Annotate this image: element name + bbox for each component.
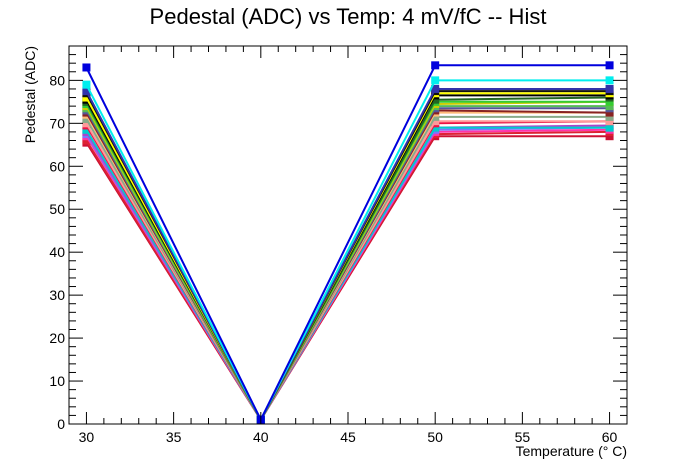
y-tick-label: 40: [49, 244, 65, 260]
data-point: [431, 61, 440, 70]
data-point: [605, 102, 614, 111]
x-axis-label: Temperature (° C): [516, 443, 627, 459]
y-tick-label: 30: [49, 287, 65, 303]
series-line: [85, 64, 610, 422]
x-tick-label: 50: [427, 429, 443, 445]
data-point: [605, 97, 614, 106]
series-line: [85, 115, 610, 422]
y-tick-label: 60: [49, 158, 65, 174]
x-tick-label: 35: [166, 429, 182, 445]
data-point: [605, 132, 614, 141]
series-line: [85, 126, 610, 422]
y-tick-label: 0: [57, 416, 65, 432]
data-point: [82, 93, 91, 102]
y-tick-label: 20: [49, 330, 65, 346]
chart-title: Pedestal (ADC) vs Temp: 4 mV/fC -- Hist: [150, 4, 547, 29]
data-point: [431, 76, 440, 85]
series-line: [85, 88, 610, 422]
data-point: [82, 80, 91, 89]
x-tick-label: 45: [340, 429, 356, 445]
axes-layer: 30 35 40 45 50 55 60 0 10 20 30 40 50 60 70 80: [49, 45, 628, 445]
data-point: [605, 112, 614, 121]
x-tick-label: 30: [79, 429, 95, 445]
data-point: [605, 61, 614, 70]
data-point: [82, 119, 91, 128]
data-point: [431, 123, 440, 132]
data-point: [605, 117, 614, 126]
data-point: [82, 115, 91, 124]
data-point: [431, 95, 440, 104]
y-tick-label: 80: [49, 72, 65, 88]
y-axis-label: Pedestal (ADC): [22, 46, 38, 143]
y-tick-label: 70: [49, 115, 65, 131]
y-tick-label: 50: [49, 201, 65, 217]
data-point: [605, 108, 614, 117]
x-tick-label: 40: [253, 429, 269, 445]
series-layer: [82, 61, 614, 424]
data-point: [431, 117, 440, 126]
data-point: [605, 76, 614, 85]
data-point: [82, 63, 91, 72]
x-tick-label: 60: [602, 429, 618, 445]
data-point: [82, 136, 91, 145]
data-point: [82, 125, 91, 134]
data-point: [431, 84, 440, 93]
series-line: [85, 79, 610, 422]
x-tick-label: 55: [515, 429, 531, 445]
data-point: [605, 123, 614, 132]
data-point: [605, 84, 614, 93]
data-point: [431, 112, 440, 121]
series-line: [85, 120, 610, 422]
data-point: [82, 87, 91, 96]
y-tick-label: 10: [49, 373, 65, 389]
